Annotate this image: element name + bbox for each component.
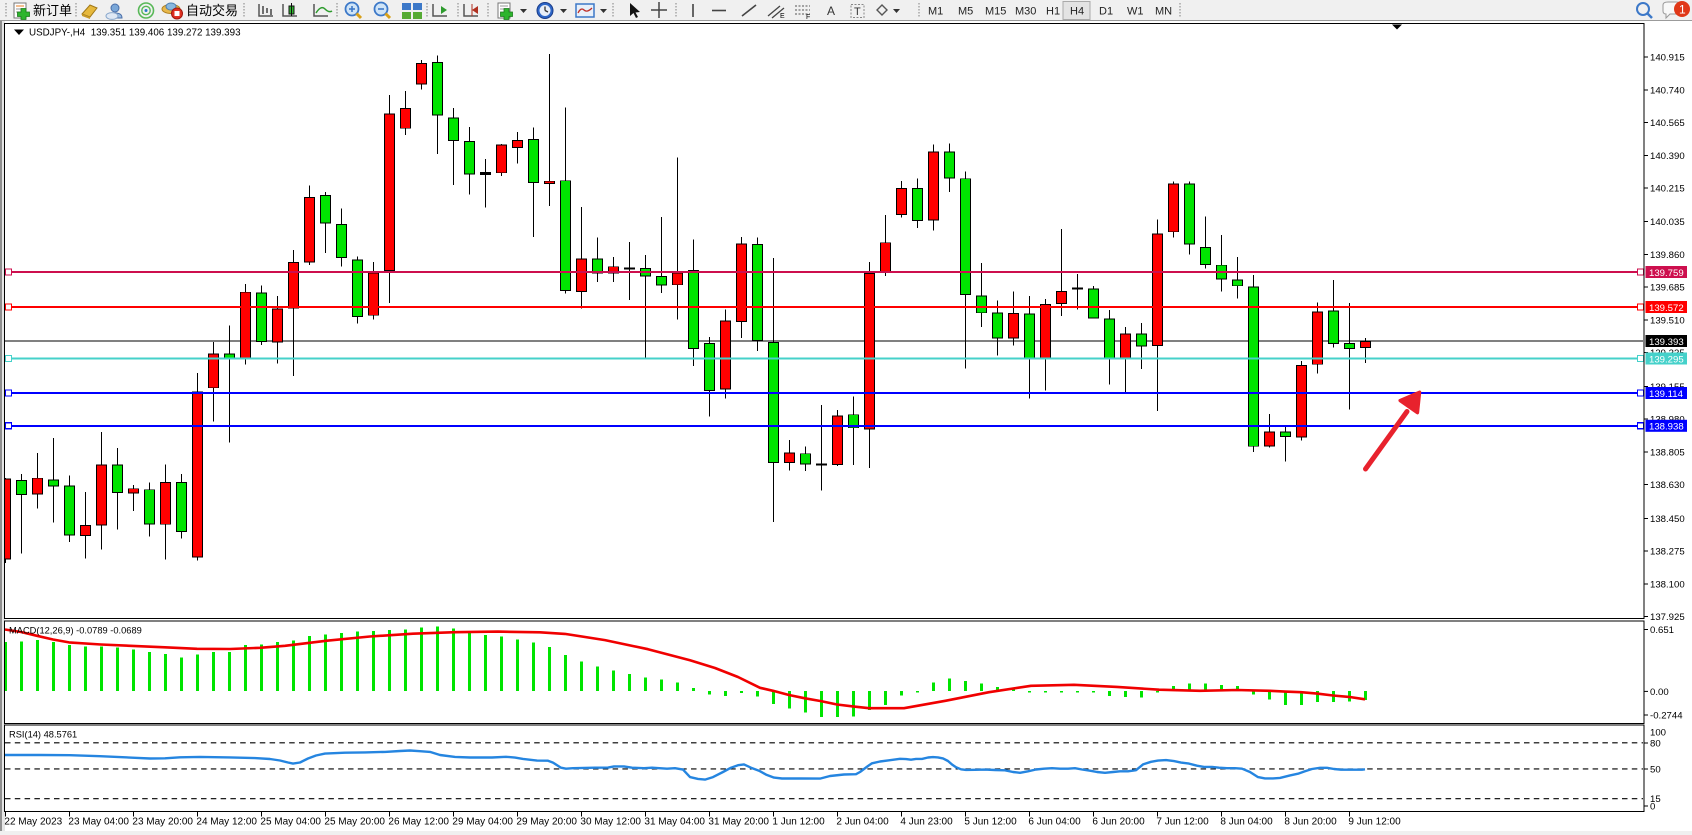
svg-text:139.510: 139.510 xyxy=(1650,316,1685,327)
svg-text:140.915: 140.915 xyxy=(1650,53,1685,64)
svg-text:138.450: 138.450 xyxy=(1650,514,1685,525)
svg-text:23 May 04:00: 23 May 04:00 xyxy=(68,816,129,827)
svg-text:140.565: 140.565 xyxy=(1650,118,1685,129)
svg-text:29 May 20:00: 29 May 20:00 xyxy=(516,816,577,827)
svg-text:138.805: 138.805 xyxy=(1650,447,1685,458)
svg-text:31 May 04:00: 31 May 04:00 xyxy=(644,816,705,827)
svg-text:139.572: 139.572 xyxy=(1649,303,1684,314)
svg-text:29 May 04:00: 29 May 04:00 xyxy=(452,816,513,827)
svg-text:-0.2744: -0.2744 xyxy=(1650,711,1683,722)
svg-text:A: A xyxy=(827,4,835,18)
svg-text:0: 0 xyxy=(1650,801,1655,812)
svg-text:0.00: 0.00 xyxy=(1650,687,1669,698)
svg-text:31 May 20:00: 31 May 20:00 xyxy=(708,816,769,827)
svg-text:9 Jun 12:00: 9 Jun 12:00 xyxy=(1348,816,1401,827)
svg-text:139.295: 139.295 xyxy=(1649,354,1684,365)
svg-text:E: E xyxy=(780,13,785,20)
svg-text:140.215: 140.215 xyxy=(1650,184,1685,195)
svg-text:8 Jun 20:00: 8 Jun 20:00 xyxy=(1284,816,1337,827)
svg-text:M15: M15 xyxy=(985,6,1006,18)
svg-text:140.740: 140.740 xyxy=(1650,85,1685,96)
svg-text:1: 1 xyxy=(1679,3,1686,17)
svg-text:RSI(14) 48.5761: RSI(14) 48.5761 xyxy=(9,730,77,740)
svg-text:138.630: 138.630 xyxy=(1650,480,1685,491)
svg-text:139.114: 139.114 xyxy=(1649,389,1684,400)
svg-text:139.685: 139.685 xyxy=(1650,283,1685,294)
svg-text:139.759: 139.759 xyxy=(1649,268,1684,279)
svg-text:4 Jun 23:00: 4 Jun 23:00 xyxy=(900,816,953,827)
svg-text:140.390: 140.390 xyxy=(1650,151,1685,162)
svg-text:139.393: 139.393 xyxy=(1649,337,1684,348)
svg-text:25 May 20:00: 25 May 20:00 xyxy=(324,816,385,827)
svg-text:6 Jun 20:00: 6 Jun 20:00 xyxy=(1092,816,1145,827)
svg-text:M5: M5 xyxy=(958,6,973,18)
svg-text:137.925: 137.925 xyxy=(1650,612,1685,623)
svg-text:USDJPY-,H4 139.351 139.406 13: USDJPY-,H4 139.351 139.406 139.272 139.3… xyxy=(29,28,241,39)
svg-text:M1: M1 xyxy=(928,6,943,18)
svg-text:W1: W1 xyxy=(1127,6,1144,18)
svg-text:7 Jun 12:00: 7 Jun 12:00 xyxy=(1156,816,1209,827)
svg-text:MN: MN xyxy=(1155,6,1172,18)
svg-text:0.651: 0.651 xyxy=(1650,625,1674,636)
svg-text:30 May 12:00: 30 May 12:00 xyxy=(580,816,641,827)
svg-text:1 Jun 12:00: 1 Jun 12:00 xyxy=(772,816,825,827)
svg-text:26 May 12:00: 26 May 12:00 xyxy=(388,816,449,827)
svg-text:2 Jun 04:00: 2 Jun 04:00 xyxy=(836,816,889,827)
svg-text:6 Jun 04:00: 6 Jun 04:00 xyxy=(1028,816,1081,827)
svg-text:T: T xyxy=(854,6,861,18)
svg-text:D1: D1 xyxy=(1099,6,1113,18)
svg-text:8 Jun 04:00: 8 Jun 04:00 xyxy=(1220,816,1273,827)
svg-text:新订单: 新订单 xyxy=(33,3,72,18)
svg-text:24 May 12:00: 24 May 12:00 xyxy=(196,816,257,827)
svg-text:5 Jun 12:00: 5 Jun 12:00 xyxy=(964,816,1017,827)
svg-text:80: 80 xyxy=(1650,738,1661,749)
svg-text:23 May 20:00: 23 May 20:00 xyxy=(132,816,193,827)
svg-text:F: F xyxy=(806,14,810,21)
svg-text:22 May 2023: 22 May 2023 xyxy=(4,816,62,827)
svg-text:H1: H1 xyxy=(1046,6,1060,18)
svg-text:138.938: 138.938 xyxy=(1649,422,1684,433)
svg-text:140.035: 140.035 xyxy=(1650,217,1685,228)
svg-text:139.860: 139.860 xyxy=(1650,250,1685,261)
svg-text:25 May 04:00: 25 May 04:00 xyxy=(260,816,321,827)
svg-text:50: 50 xyxy=(1650,764,1661,775)
svg-text:H4: H4 xyxy=(1070,6,1084,18)
svg-text:自动交易: 自动交易 xyxy=(186,3,238,18)
svg-text:15: 15 xyxy=(1650,794,1661,805)
svg-text:100: 100 xyxy=(1650,727,1666,738)
svg-text:138.275: 138.275 xyxy=(1650,547,1685,558)
svg-text:138.100: 138.100 xyxy=(1650,579,1685,590)
svg-text:M30: M30 xyxy=(1015,6,1036,18)
svg-text:MACD(12,26,9) -0.0789 -0.0689: MACD(12,26,9) -0.0789 -0.0689 xyxy=(9,626,142,636)
